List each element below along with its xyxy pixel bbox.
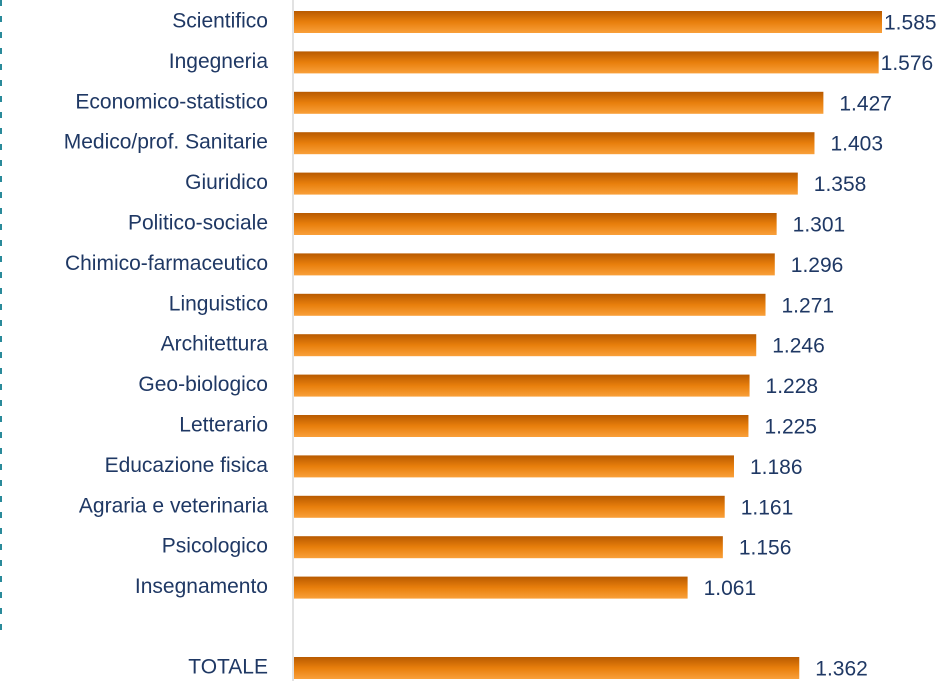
bar xyxy=(294,536,723,559)
value-label: 1.362 xyxy=(815,658,868,681)
category-label: Letterario xyxy=(179,414,268,437)
category-label: Politico-sociale xyxy=(128,212,268,235)
category-label: Scientifico xyxy=(172,10,268,33)
value-label: 1.246 xyxy=(772,335,825,358)
value-label: 1.271 xyxy=(782,294,835,317)
category-label: Chimico-farmaceutico xyxy=(65,252,268,275)
value-label: 1.301 xyxy=(793,214,846,237)
bar xyxy=(294,293,766,316)
bar xyxy=(294,495,725,518)
category-label: Medico/prof. Sanitarie xyxy=(64,131,268,154)
category-label: Educazione fisica xyxy=(105,454,269,477)
category-label: Agraria e veterinaria xyxy=(79,494,268,517)
category-label: Insegnamento xyxy=(135,575,268,598)
bar xyxy=(294,132,815,155)
value-label: 1.296 xyxy=(791,254,844,277)
category-label: Geo-biologico xyxy=(138,373,268,396)
value-label: 1.403 xyxy=(830,133,883,156)
value-label: 1.156 xyxy=(739,537,792,560)
value-label: 1.358 xyxy=(814,173,867,196)
value-label: 1.061 xyxy=(704,577,757,600)
value-label: 1.225 xyxy=(764,416,817,439)
category-label: TOTALE xyxy=(188,656,268,679)
value-label: 1.585 xyxy=(884,12,937,35)
category-label: Giuridico xyxy=(185,171,268,194)
bar xyxy=(294,51,879,74)
bar xyxy=(294,253,775,276)
value-label: 1.228 xyxy=(766,375,819,398)
bar xyxy=(294,11,882,33)
bar xyxy=(294,455,734,478)
value-label: 1.161 xyxy=(741,496,794,519)
bar xyxy=(294,172,798,195)
bar xyxy=(294,657,800,679)
category-label: Psicologico xyxy=(162,535,268,558)
category-label: Linguistico xyxy=(169,292,268,315)
bar xyxy=(294,576,688,599)
bar xyxy=(294,374,750,397)
value-label: 1.576 xyxy=(881,52,934,75)
bar xyxy=(294,415,749,437)
bar xyxy=(294,334,757,357)
category-label: Economico-statistico xyxy=(75,90,268,113)
value-label: 1.427 xyxy=(839,92,892,115)
value-label: 1.186 xyxy=(750,456,803,479)
category-label: Architettura xyxy=(161,333,269,356)
bar xyxy=(294,213,777,235)
bar xyxy=(294,91,824,114)
category-label: Ingegneria xyxy=(169,50,269,73)
